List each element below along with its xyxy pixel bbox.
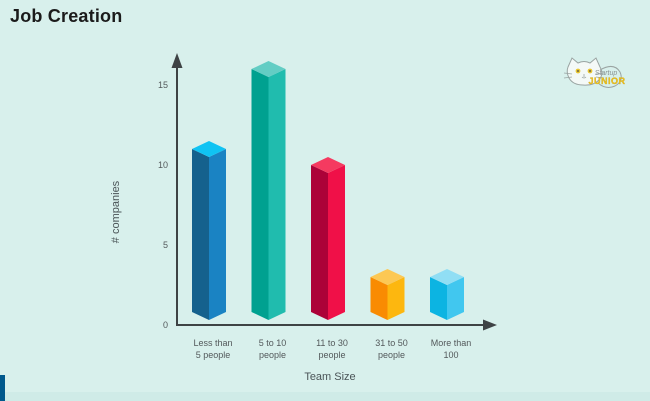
- x-category-label: 5 to 10 people: [258, 338, 287, 360]
- bar-0: [192, 141, 226, 320]
- startup-junior-logo: Startup JUNIOR: [560, 52, 626, 98]
- y-tick-label: 5: [162, 240, 168, 250]
- page-title: Job Creation: [10, 6, 123, 26]
- y-tick-label: 15: [157, 80, 168, 90]
- bar-left-face: [251, 69, 269, 320]
- bar-4: [430, 269, 464, 320]
- bar-left-face: [430, 277, 447, 320]
- y-axis-title: # companies: [110, 180, 122, 244]
- y-axis-arrow-icon: [171, 53, 183, 68]
- footer-band: [0, 392, 650, 401]
- bar-right-face: [209, 149, 226, 320]
- bar-right-face: [328, 165, 345, 320]
- bar-top-face: [251, 61, 286, 77]
- bar-left-face: [192, 149, 209, 320]
- logo-block-text: JUNIOR: [588, 76, 625, 86]
- bar-top-face: [430, 269, 464, 285]
- bars-group: [192, 61, 464, 320]
- x-category-label: Less than 5 people: [193, 338, 233, 360]
- x-axis-title: Team Size: [304, 371, 356, 383]
- accent-strip: [0, 375, 5, 401]
- y-tick-label: 10: [157, 160, 168, 170]
- bar-right-face: [447, 277, 464, 320]
- bar-1: [251, 61, 286, 320]
- bar-top-face: [311, 157, 345, 173]
- bar-right-face: [268, 69, 286, 320]
- x-axis-arrow-icon: [483, 319, 497, 331]
- logo-script-text: Startup: [595, 70, 618, 77]
- bar-3: [370, 269, 405, 320]
- bar-top-face: [370, 269, 405, 285]
- bar-right-face: [387, 277, 405, 320]
- bar-2: [311, 157, 345, 320]
- x-category-label: More than 100: [430, 338, 472, 360]
- x-category-label: 11 to 30 people: [316, 338, 348, 360]
- y-tick-label: 0: [162, 320, 168, 330]
- cat-sketch-icon: Startup JUNIOR: [563, 57, 625, 88]
- bar-top-face: [192, 141, 226, 157]
- bar-left-face: [370, 277, 388, 320]
- x-category-label: 31 to 50 people: [375, 338, 408, 360]
- bar-left-face: [311, 165, 328, 320]
